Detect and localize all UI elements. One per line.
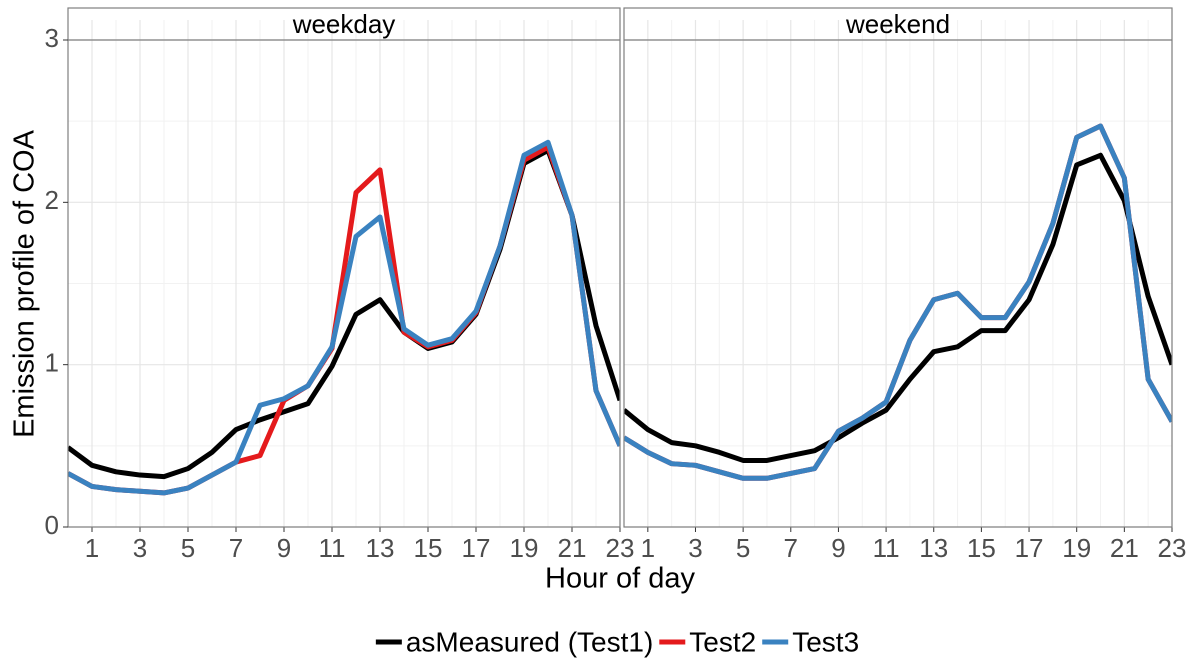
x-tick-label: 23 bbox=[606, 533, 635, 563]
x-tick-label: 17 bbox=[462, 533, 491, 563]
x-tick-label: 21 bbox=[558, 533, 587, 563]
x-tick-label: 1 bbox=[85, 533, 99, 563]
x-tick-label: 7 bbox=[784, 533, 798, 563]
x-tick-label: 11 bbox=[319, 533, 346, 563]
legend-label: Test3 bbox=[792, 626, 859, 657]
series-line bbox=[68, 139, 620, 496]
x-tick-label: 3 bbox=[688, 533, 702, 563]
legend-label: Test2 bbox=[689, 626, 756, 657]
facet-title: weekday bbox=[292, 9, 396, 39]
y-axis-label: Emission profile of COA bbox=[9, 129, 41, 437]
x-tick-label: 13 bbox=[919, 533, 948, 563]
panel-border bbox=[623, 7, 1173, 528]
panel-background bbox=[624, 20, 1172, 527]
facet-title: weekend bbox=[845, 9, 950, 39]
legend: asMeasured (Test1) Test2 Test3 bbox=[375, 626, 859, 657]
series-line bbox=[68, 147, 620, 480]
series-line bbox=[624, 152, 1172, 463]
series-line bbox=[624, 123, 1172, 481]
x-tick-label: 3 bbox=[133, 533, 147, 563]
x-tick-label: 9 bbox=[831, 533, 845, 563]
x-tick-label: 1 bbox=[641, 533, 655, 563]
x-tick-label: 17 bbox=[1015, 533, 1044, 563]
x-tick-label: 19 bbox=[1062, 533, 1091, 563]
x-tick-label: 19 bbox=[510, 533, 539, 563]
x-tick-label: 5 bbox=[736, 533, 750, 563]
y-tick-label: 1 bbox=[45, 348, 59, 378]
x-tick-label: 15 bbox=[414, 533, 443, 563]
panel-border bbox=[67, 7, 621, 528]
legend-label: asMeasured (Test1) bbox=[406, 626, 653, 657]
x-tick-label: 7 bbox=[229, 533, 243, 563]
y-tick-label: 3 bbox=[45, 23, 59, 53]
x-tick-label: 21 bbox=[1110, 533, 1139, 563]
x-tick-label: 9 bbox=[277, 533, 291, 563]
x-tick-label: 13 bbox=[366, 533, 395, 563]
x-tick-label: 23 bbox=[1158, 533, 1187, 563]
y-tick-label: 2 bbox=[45, 185, 59, 215]
x-axis-label: Hour of day bbox=[545, 563, 695, 595]
y-tick-label: 0 bbox=[45, 510, 59, 540]
x-tick-label: 11 bbox=[873, 533, 900, 563]
x-tick-label: 15 bbox=[967, 533, 996, 563]
x-tick-label: 5 bbox=[181, 533, 195, 563]
